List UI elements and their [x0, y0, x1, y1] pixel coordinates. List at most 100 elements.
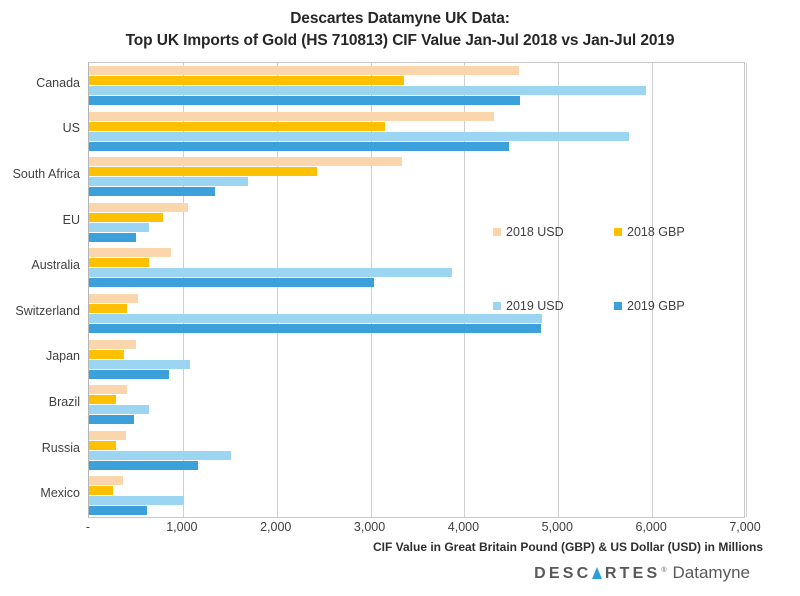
legend-swatch-icon: [493, 228, 501, 236]
bar[interactable]: [89, 258, 150, 268]
y-axis-tick-label: Australia: [31, 258, 80, 273]
bar[interactable]: [89, 268, 453, 278]
bar[interactable]: [89, 232, 136, 242]
bar[interactable]: [89, 385, 127, 395]
x-axis-tick-label: 5,000: [541, 520, 573, 534]
plot-area: [88, 62, 747, 519]
descartes-datamyne-logo: DESC RTES ® Datamyne: [534, 563, 750, 583]
chart-title-line-1: Descartes Datamyne UK Data:: [290, 10, 510, 27]
y-axis-tick-label: South Africa: [12, 167, 80, 181]
logo-registered-icon: ®: [661, 567, 667, 574]
bar[interactable]: [89, 450, 231, 460]
legend-item[interactable]: 2019 GBP: [614, 299, 685, 313]
bar[interactable]: [89, 222, 150, 232]
legend-label: 2018 GBP: [627, 225, 685, 239]
bar[interactable]: [89, 314, 543, 323]
bar-group: [89, 291, 744, 337]
bar[interactable]: [89, 496, 184, 506]
gridline: [182, 63, 184, 517]
y-axis-tick-label: US: [62, 121, 80, 136]
bar[interactable]: [89, 278, 375, 288]
gridline: [652, 63, 654, 517]
legend-swatch-icon: [614, 228, 622, 236]
bar-group: [89, 200, 744, 246]
bar-group: [89, 109, 744, 155]
bar[interactable]: [89, 167, 318, 177]
legend-label: 2018 USD: [506, 225, 564, 239]
gridline: [558, 63, 560, 517]
legend-item[interactable]: 2018 GBP: [614, 225, 685, 239]
bar[interactable]: [89, 294, 138, 303]
x-axis-title: CIF Value in Great Britain Pound (GBP) &…: [372, 540, 763, 554]
bar[interactable]: [89, 324, 542, 333]
bar[interactable]: [89, 486, 114, 496]
bar[interactable]: [89, 476, 123, 486]
y-axis-tick-label: Switzerland: [15, 303, 80, 318]
bar[interactable]: [89, 430, 126, 440]
bar-group: [89, 473, 744, 519]
chart-title-line-2: Top UK Imports of Gold (HS 710813) CIF V…: [125, 32, 675, 50]
gridline: [370, 63, 372, 517]
bar[interactable]: [89, 304, 127, 313]
logo-triangle-a-icon: [592, 567, 603, 579]
x-axis-labels: - 1,000 2,000 3,000 4,000 5,000 6,000 7,000: [0, 520, 800, 542]
bar[interactable]: [89, 440, 117, 450]
bar[interactable]: [89, 506, 148, 516]
legend-label: 2019 USD: [506, 299, 564, 313]
bar[interactable]: [89, 395, 117, 405]
bar[interactable]: [89, 66, 519, 75]
x-axis-tick-label: 4,000: [447, 520, 480, 534]
bar[interactable]: [89, 177, 248, 187]
x-axis-tick-label: 3,000: [353, 520, 386, 534]
x-axis-tick-label: 7,000: [729, 520, 761, 534]
legend-item[interactable]: 2019 USD: [493, 299, 564, 313]
logo-text-desc: DESC: [534, 565, 592, 582]
bar-group: [89, 337, 744, 383]
y-axis-tick-label: Mexico: [40, 486, 80, 501]
bar-group: [89, 245, 744, 291]
x-axis-tick-label: 1,000: [166, 520, 198, 534]
logo-text-datamyne: Datamyne: [672, 563, 750, 582]
bar[interactable]: [89, 339, 136, 349]
bar[interactable]: [89, 187, 215, 197]
bar[interactable]: [89, 157, 403, 167]
bar[interactable]: [89, 369, 169, 379]
bar[interactable]: [89, 141, 509, 151]
y-axis-tick-label: Japan: [45, 349, 80, 364]
x-axis-tick-label: 6,000: [635, 520, 667, 534]
x-axis-tick-label: -: [85, 520, 91, 534]
bar[interactable]: [89, 405, 150, 415]
bar[interactable]: [89, 248, 171, 258]
bar-group: [89, 154, 744, 200]
x-axis-tick-label: 2,000: [260, 520, 292, 534]
bar[interactable]: [89, 359, 191, 369]
legend-label: 2019 GBP: [627, 299, 685, 313]
legend-swatch-icon: [614, 302, 622, 310]
bar[interactable]: [89, 121, 385, 131]
gridline: [746, 63, 747, 517]
bar[interactable]: [89, 86, 646, 95]
chart-title: Descartes Datamyne UK Data: Top UK Impor…: [0, 8, 800, 53]
legend-item[interactable]: 2018 USD: [493, 225, 564, 239]
bar-group: [89, 382, 744, 428]
y-axis-labels: Canada US South Africa EU Australia Switzerla…: [0, 62, 80, 518]
legend-swatch-icon: [493, 302, 501, 310]
logo-text-rtes: RTES: [604, 565, 661, 582]
gridline: [276, 63, 278, 517]
y-axis-tick-label: Canada: [36, 75, 80, 90]
y-axis-tick-label: Russia: [41, 440, 80, 455]
bar[interactable]: [89, 96, 520, 105]
bar[interactable]: [89, 212, 164, 222]
bar[interactable]: [89, 76, 405, 85]
bar[interactable]: [89, 415, 135, 425]
y-axis-tick-label: EU: [62, 212, 80, 227]
bar[interactable]: [89, 349, 124, 359]
y-axis-tick-label: Brazil: [48, 395, 80, 409]
bar[interactable]: [89, 131, 629, 141]
bar-group: [89, 63, 744, 109]
bar[interactable]: [89, 111, 494, 121]
bar[interactable]: [89, 202, 189, 212]
bar[interactable]: [89, 460, 198, 470]
bar-group: [89, 428, 744, 474]
